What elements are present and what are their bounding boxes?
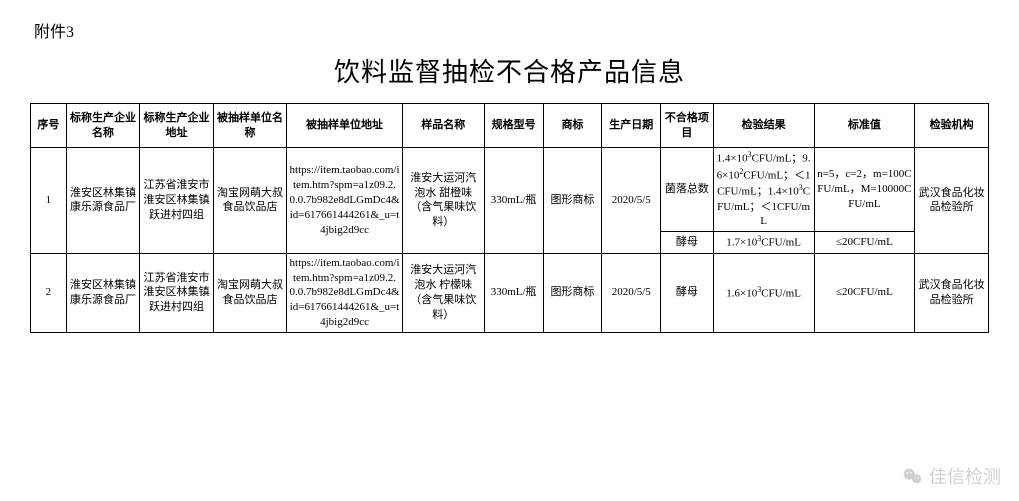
cell: 1 (31, 148, 67, 254)
col-header: 序号 (31, 104, 67, 148)
col-header: 样品名称 (402, 104, 484, 148)
cell: 淮安区林集镇康乐源食品厂 (66, 253, 140, 332)
col-header: 规格型号 (484, 104, 543, 148)
table-header-row: 序号标称生产企业名称标称生产企业地址被抽样单位名称被抽样单位地址样品名称规格型号… (31, 104, 989, 148)
col-header: 检验结果 (713, 104, 814, 148)
cell: 1.6×103CFU/mL (713, 253, 814, 332)
cell: 图形商标 (543, 253, 602, 332)
col-header: 标准值 (814, 104, 915, 148)
cell: https://item.taobao.com/item.htm?spm=a1z… (287, 148, 403, 254)
cell: 酵母 (661, 232, 714, 254)
cell: 菌落总数 (661, 148, 714, 232)
cell: https://item.taobao.com/item.htm?spm=a1z… (287, 253, 403, 332)
cell: 酵母 (661, 253, 714, 332)
watermark-text: 佳信检测 (929, 463, 1001, 489)
col-header: 检验机构 (915, 104, 989, 148)
cell: ≤20CFU/mL (814, 253, 915, 332)
page-title: 饮料监督抽检不合格产品信息 (30, 52, 989, 89)
cell: 图形商标 (543, 148, 602, 254)
col-header: 被抽样单位名称 (213, 104, 287, 148)
cell: 淮安区林集镇康乐源食品厂 (66, 148, 140, 254)
cell: 2020/5/5 (602, 148, 661, 254)
cell: 2 (31, 253, 67, 332)
cell: 2020/5/5 (602, 253, 661, 332)
col-header: 商标 (543, 104, 602, 148)
cell: 淮安大运河汽泡水 甜橙味（含气果味饮料） (402, 148, 484, 254)
cell: 1.7×103CFU/mL (713, 232, 814, 254)
cell: ≤20CFU/mL (814, 232, 915, 254)
cell: 淘宝网萌大叔食品饮品店 (213, 253, 287, 332)
col-header: 不合格项目 (661, 104, 714, 148)
cell: 武汉食品化妆品检验所 (915, 253, 989, 332)
cell: 淘宝网萌大叔食品饮品店 (213, 148, 287, 254)
col-header: 被抽样单位地址 (287, 104, 403, 148)
cell: 江苏省淮安市淮安区林集镇跃进村四组 (140, 253, 214, 332)
attachment-label: 附件3 (34, 18, 989, 42)
cell: 1.4×103CFU/mL；9.6×102CFU/mL；＜1CFU/mL；1.4… (713, 148, 814, 232)
col-header: 标称生产企业名称 (66, 104, 140, 148)
cell: n=5，c=2，m=100CFU/mL，M=10000CFU/mL (814, 148, 915, 232)
cell: 330mL/瓶 (484, 253, 543, 332)
inspection-table: 序号标称生产企业名称标称生产企业地址被抽样单位名称被抽样单位地址样品名称规格型号… (30, 103, 989, 333)
col-header: 生产日期 (602, 104, 661, 148)
cell: 330mL/瓶 (484, 148, 543, 254)
col-header: 标称生产企业地址 (140, 104, 214, 148)
table-row: 2淮安区林集镇康乐源食品厂江苏省淮安市淮安区林集镇跃进村四组淘宝网萌大叔食品饮品… (31, 253, 989, 332)
cell: 武汉食品化妆品检验所 (915, 148, 989, 254)
cell: 江苏省淮安市淮安区林集镇跃进村四组 (140, 148, 214, 254)
cell: 淮安大运河汽泡水 柠檬味（含气果味饮料） (402, 253, 484, 332)
table-row: 1淮安区林集镇康乐源食品厂江苏省淮安市淮安区林集镇跃进村四组淘宝网萌大叔食品饮品… (31, 148, 989, 232)
wechat-icon (901, 465, 923, 487)
watermark: 佳信检测 (901, 463, 1001, 489)
